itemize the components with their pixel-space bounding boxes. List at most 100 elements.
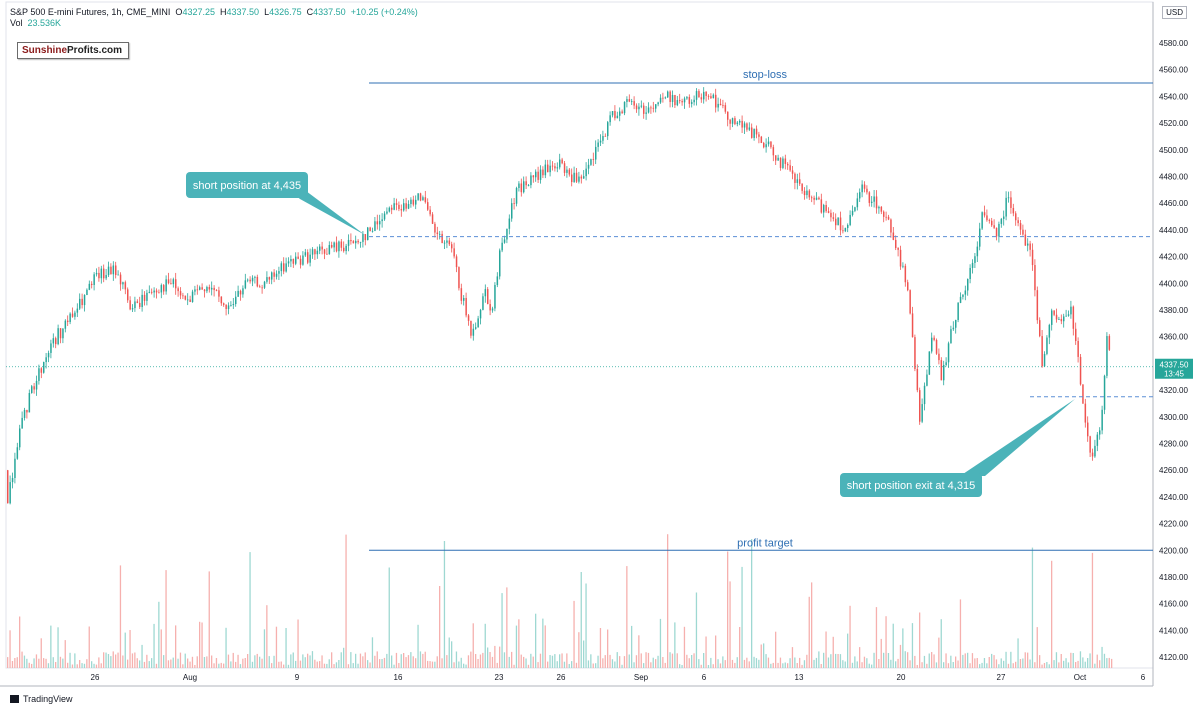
candle-body <box>808 190 811 198</box>
candle-body <box>309 254 311 263</box>
candle-body <box>1089 436 1091 453</box>
volume-bar <box>254 655 256 668</box>
volume-bar <box>211 655 213 668</box>
candle-body <box>275 273 278 277</box>
candle-body <box>964 290 967 295</box>
volume-bar <box>578 632 580 668</box>
volume-bar <box>393 664 395 668</box>
volume-bar <box>811 582 813 668</box>
candle-body <box>381 219 383 222</box>
candle-body <box>974 256 976 263</box>
candle-body <box>695 91 698 100</box>
candle-body <box>266 277 268 282</box>
candle-body <box>827 211 830 213</box>
volume-bar <box>659 618 662 668</box>
volume-bar <box>611 659 614 668</box>
volume-bar <box>573 600 575 668</box>
volume-bar <box>307 653 309 668</box>
volume-bar <box>417 624 419 668</box>
candle-body <box>232 304 235 306</box>
candle-body <box>587 164 590 169</box>
volume-bar <box>506 587 508 668</box>
candle-body <box>520 183 523 193</box>
volume-bar <box>127 659 129 668</box>
candle-body <box>863 184 866 189</box>
volume-bar <box>616 652 618 668</box>
volume-bar <box>52 657 54 668</box>
volume-bar <box>729 581 731 668</box>
volume-bar <box>959 599 962 668</box>
volume-bar <box>815 657 818 668</box>
volume-bar <box>496 662 498 668</box>
volume-bar <box>844 661 846 668</box>
candle-body <box>278 271 280 274</box>
candle-body <box>801 183 803 191</box>
volume-bar <box>895 661 897 668</box>
currency-badge[interactable]: USD <box>1162 6 1187 19</box>
candle-body <box>443 242 446 244</box>
volume-bar <box>31 663 33 668</box>
candle-body <box>283 263 285 272</box>
high-label: H <box>220 7 227 17</box>
volume-bar <box>208 571 210 668</box>
candle-body <box>513 203 515 204</box>
candle-body <box>376 221 379 225</box>
volume-bar <box>271 663 273 668</box>
candle-body <box>887 216 890 220</box>
volume-bar <box>813 659 815 668</box>
tradingview-brand[interactable]: TradingView <box>10 694 73 704</box>
candle-body <box>583 176 585 179</box>
candle-body <box>316 250 319 255</box>
y-tick-label: 4200.00 <box>1159 546 1188 555</box>
candle-body <box>763 142 765 148</box>
candle-body <box>923 385 926 405</box>
y-tick-label: 4140.00 <box>1159 626 1188 635</box>
volume-bar <box>503 652 506 668</box>
y-tick-label: 4440.00 <box>1159 226 1188 235</box>
candle-body <box>326 253 328 255</box>
candle-body <box>235 296 237 305</box>
volume-bar <box>460 657 462 668</box>
candle-body <box>633 101 635 106</box>
y-tick-label: 4320.00 <box>1159 386 1188 395</box>
volume-bar <box>487 647 489 668</box>
candle-body <box>59 328 62 339</box>
low-value: 4326.75 <box>269 7 302 17</box>
volume-bar <box>158 601 160 668</box>
candle-body <box>655 104 657 109</box>
volume-bar <box>748 661 750 668</box>
candle-body <box>215 290 218 291</box>
tradingview-label: TradingView <box>23 694 73 704</box>
candle-body <box>806 190 808 196</box>
volume-bar <box>820 664 822 668</box>
candle-body <box>849 214 851 225</box>
candle-body <box>791 170 794 174</box>
volume-bar <box>134 652 136 668</box>
candle-body <box>71 313 74 317</box>
volume-bar <box>136 658 138 668</box>
candle-body <box>28 393 31 413</box>
volume-bar <box>299 660 302 668</box>
y-tick-label: 4500.00 <box>1159 146 1188 155</box>
volume-bar <box>710 657 712 668</box>
candle-body <box>767 141 770 145</box>
volume-bar <box>849 605 851 668</box>
volume-bar <box>921 662 923 668</box>
volume-bar <box>681 665 683 668</box>
volume-bar <box>1031 547 1034 668</box>
candle-body <box>43 362 45 373</box>
candle-body <box>998 223 1000 237</box>
candle-body <box>484 289 487 297</box>
volume-bar <box>554 654 556 668</box>
volume-bar <box>587 660 590 668</box>
candle-body <box>290 259 292 262</box>
candle-body <box>1048 324 1051 338</box>
volume-bar <box>998 664 1000 668</box>
volume-bar <box>520 654 522 668</box>
candle-body <box>446 240 448 243</box>
candle-body <box>911 313 914 338</box>
candle-body <box>194 289 196 292</box>
candle-body <box>1103 375 1106 410</box>
volume-bar <box>50 625 52 668</box>
candle-body <box>837 217 839 226</box>
